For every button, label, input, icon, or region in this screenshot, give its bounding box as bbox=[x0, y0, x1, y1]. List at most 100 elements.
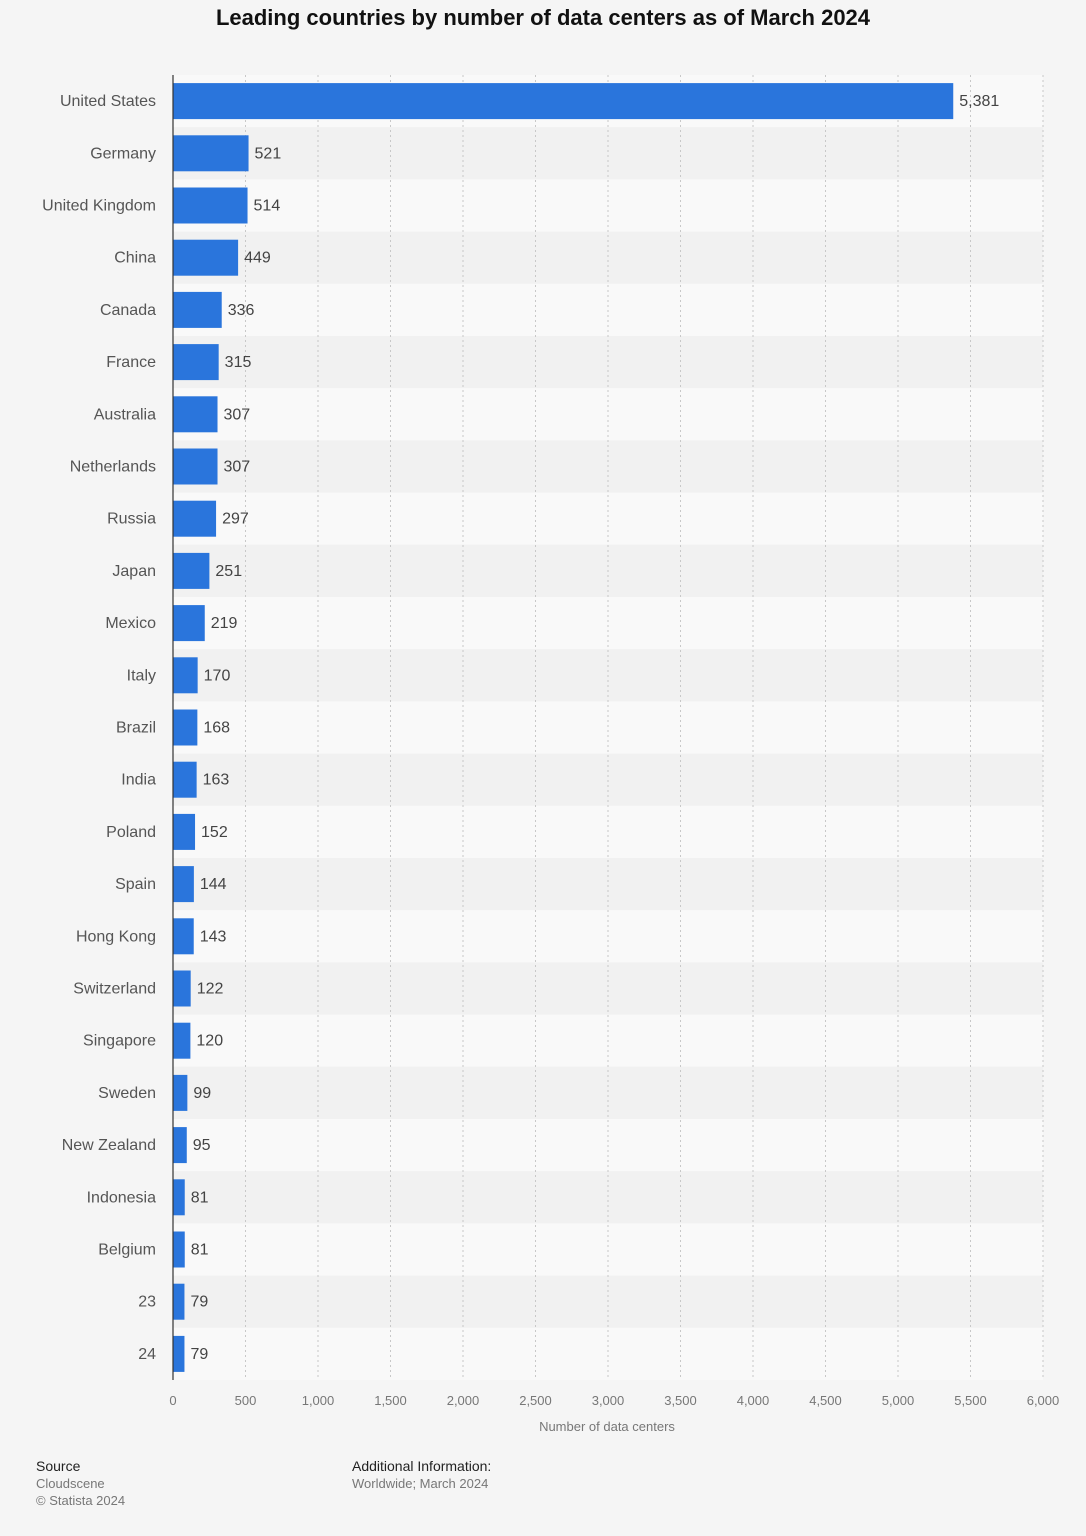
info-text: Worldwide; March 2024 bbox=[352, 1476, 489, 1491]
category-label: Belgium bbox=[98, 1242, 156, 1259]
category-label: Hong Kong bbox=[76, 928, 156, 945]
x-tick-label: 1,500 bbox=[374, 1393, 407, 1408]
bar bbox=[173, 657, 198, 694]
bar bbox=[173, 396, 218, 433]
row-band bbox=[173, 283, 1043, 336]
bar bbox=[173, 344, 219, 381]
data-label: 336 bbox=[228, 302, 255, 319]
value-labels: 5,381 521 514 449 336 315 307 307 297 251 219 170 16… bbox=[190, 93, 999, 1363]
category-label: New Zealand bbox=[62, 1137, 156, 1154]
x-tick-label: 5,000 bbox=[882, 1393, 915, 1408]
data-label: 79 bbox=[190, 1346, 208, 1363]
bar bbox=[173, 866, 194, 903]
data-label: 307 bbox=[224, 406, 251, 423]
category-label: Germany bbox=[90, 145, 156, 162]
data-label: 297 bbox=[222, 511, 249, 528]
source-name[interactable]: Cloudscene bbox=[36, 1476, 105, 1491]
data-label: 307 bbox=[224, 459, 251, 476]
data-label: 5,381 bbox=[959, 93, 999, 110]
data-label: 120 bbox=[196, 1033, 223, 1050]
data-label: 168 bbox=[203, 720, 230, 737]
x-tick-label: 4,500 bbox=[809, 1393, 842, 1408]
bar bbox=[173, 1127, 187, 1164]
bar bbox=[173, 1283, 185, 1320]
category-label: United Kingdom bbox=[42, 198, 156, 215]
row-band bbox=[173, 336, 1043, 389]
x-tick-label: 3,000 bbox=[592, 1393, 625, 1408]
bar bbox=[173, 500, 217, 537]
x-axis-label: Number of data centers bbox=[539, 1419, 675, 1434]
data-label: 449 bbox=[244, 250, 271, 267]
x-tick-label: 4,000 bbox=[737, 1393, 770, 1408]
bar bbox=[173, 83, 954, 120]
category-label: Switzerland bbox=[73, 981, 156, 998]
data-label: 144 bbox=[200, 876, 227, 893]
bar bbox=[173, 552, 210, 589]
category-label: Indonesia bbox=[87, 1189, 156, 1206]
x-tick-label: 2,000 bbox=[447, 1393, 480, 1408]
data-label: 521 bbox=[255, 145, 282, 162]
data-label: 99 bbox=[193, 1085, 211, 1102]
category-label: Canada bbox=[100, 302, 156, 319]
category-label: Singapore bbox=[83, 1033, 156, 1050]
bar bbox=[173, 135, 249, 172]
category-label: United States bbox=[60, 93, 156, 110]
bar bbox=[173, 1022, 191, 1059]
category-label: Sweden bbox=[98, 1085, 156, 1102]
category-label: Spain bbox=[115, 876, 156, 893]
footer-source: Source Cloudscene © Statista 2024 bbox=[36, 1458, 125, 1509]
category-label: Russia bbox=[107, 511, 156, 528]
bar bbox=[173, 448, 218, 485]
data-label: 81 bbox=[191, 1189, 209, 1206]
bar bbox=[173, 970, 191, 1007]
copyright: © Statista 2024 bbox=[36, 1493, 126, 1508]
category-label: India bbox=[121, 772, 156, 789]
category-label: France bbox=[106, 354, 156, 371]
data-label: 251 bbox=[215, 563, 242, 580]
data-label: 143 bbox=[200, 928, 227, 945]
bar bbox=[173, 1335, 185, 1372]
row-band bbox=[173, 753, 1043, 806]
category-label: Netherlands bbox=[70, 459, 156, 476]
bar bbox=[173, 1231, 185, 1268]
x-tick-label: 3,500 bbox=[664, 1393, 697, 1408]
footer-additional-info: Additional Information: Worldwide; March… bbox=[352, 1458, 491, 1492]
data-label: 163 bbox=[203, 772, 230, 789]
x-axis-ticks: 0 500 1,000 1,500 2,000 2,500 3,000 3,500 4,000 4… bbox=[169, 1393, 1059, 1408]
category-label: 24 bbox=[138, 1346, 156, 1363]
data-label: 514 bbox=[254, 198, 281, 215]
info-heading: Additional Information: bbox=[352, 1458, 492, 1474]
bar bbox=[173, 187, 248, 224]
category-label: Italy bbox=[127, 667, 156, 684]
data-label: 122 bbox=[197, 981, 224, 998]
category-label: Poland bbox=[106, 824, 156, 841]
category-labels: United States Germany United Kingdom China C… bbox=[42, 93, 156, 1363]
category-label: China bbox=[114, 250, 156, 267]
bars bbox=[173, 83, 954, 1372]
bar-chart: United States Germany United Kingdom China C… bbox=[42, 75, 1059, 1434]
bar bbox=[173, 813, 196, 850]
x-tick-label: 6,000 bbox=[1027, 1393, 1060, 1408]
data-label: 81 bbox=[191, 1242, 209, 1259]
bar bbox=[173, 605, 205, 642]
data-label: 152 bbox=[201, 824, 228, 841]
row-band bbox=[173, 1171, 1043, 1224]
category-label: 23 bbox=[138, 1294, 156, 1311]
data-label: 219 bbox=[211, 615, 238, 632]
bar bbox=[173, 239, 239, 276]
category-label: Brazil bbox=[116, 720, 156, 737]
category-label: Mexico bbox=[105, 615, 156, 632]
chart-title: Leading countries by number of data cent… bbox=[215, 5, 871, 30]
bar bbox=[173, 1074, 188, 1111]
data-label: 95 bbox=[193, 1137, 211, 1154]
data-label: 79 bbox=[190, 1294, 208, 1311]
data-label: 170 bbox=[204, 667, 231, 684]
x-tick-label: 500 bbox=[235, 1393, 257, 1408]
x-tick-label: 2,500 bbox=[519, 1393, 552, 1408]
category-label: Australia bbox=[94, 406, 156, 423]
x-tick-label: 1,000 bbox=[302, 1393, 335, 1408]
category-label: Japan bbox=[112, 563, 156, 580]
data-label: 315 bbox=[225, 354, 252, 371]
bar bbox=[173, 291, 222, 328]
x-tick-label: 5,500 bbox=[954, 1393, 987, 1408]
